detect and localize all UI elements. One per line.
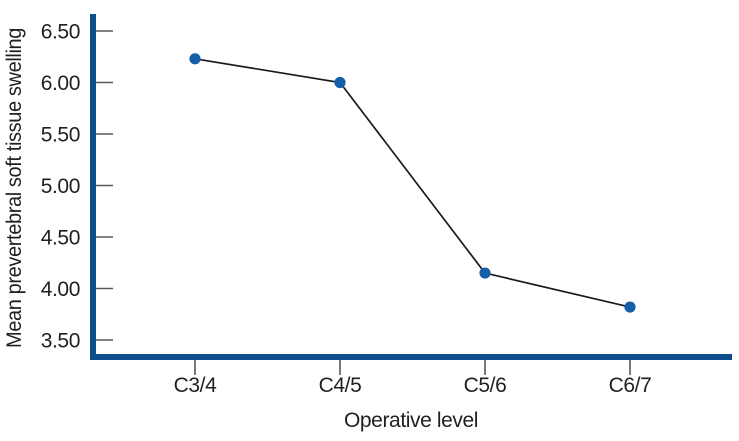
x-tick-label: C3/4: [174, 374, 217, 397]
x-tick-label: C5/6: [464, 374, 507, 397]
data-point-marker: [334, 76, 346, 89]
y-axis-title: Mean prevertebral soft tissue swelling: [3, 28, 26, 348]
x-tick-label: C6/7: [609, 374, 652, 397]
series-line: [194, 57, 631, 308]
data-point-marker: [189, 53, 201, 65]
y-ticks: 3.50 4.00 4.50 5.00 5.50 6.00 6.50: [41, 21, 113, 353]
x-axis-line: [90, 354, 732, 360]
y-tick-label: 5.00: [41, 175, 80, 198]
y-tick-label: 4.50: [41, 227, 80, 250]
y-tick-label: 3.50: [41, 330, 80, 353]
y-tick-label: 6.50: [41, 21, 80, 44]
y-tick-label: 4.00: [41, 278, 80, 301]
series: [189, 53, 636, 313]
x-axis-title: Operative level: [344, 409, 478, 432]
y-tick-label: 5.50: [41, 124, 80, 147]
x-tick-label: C4/5: [319, 374, 362, 397]
y-axis-line: [90, 14, 96, 360]
data-point-marker: [479, 267, 491, 279]
data-point-marker: [624, 301, 636, 313]
y-tick-label: 6.00: [41, 72, 80, 95]
x-ticks: C3/4 C4/5 C5/6 C6/7: [174, 360, 652, 397]
